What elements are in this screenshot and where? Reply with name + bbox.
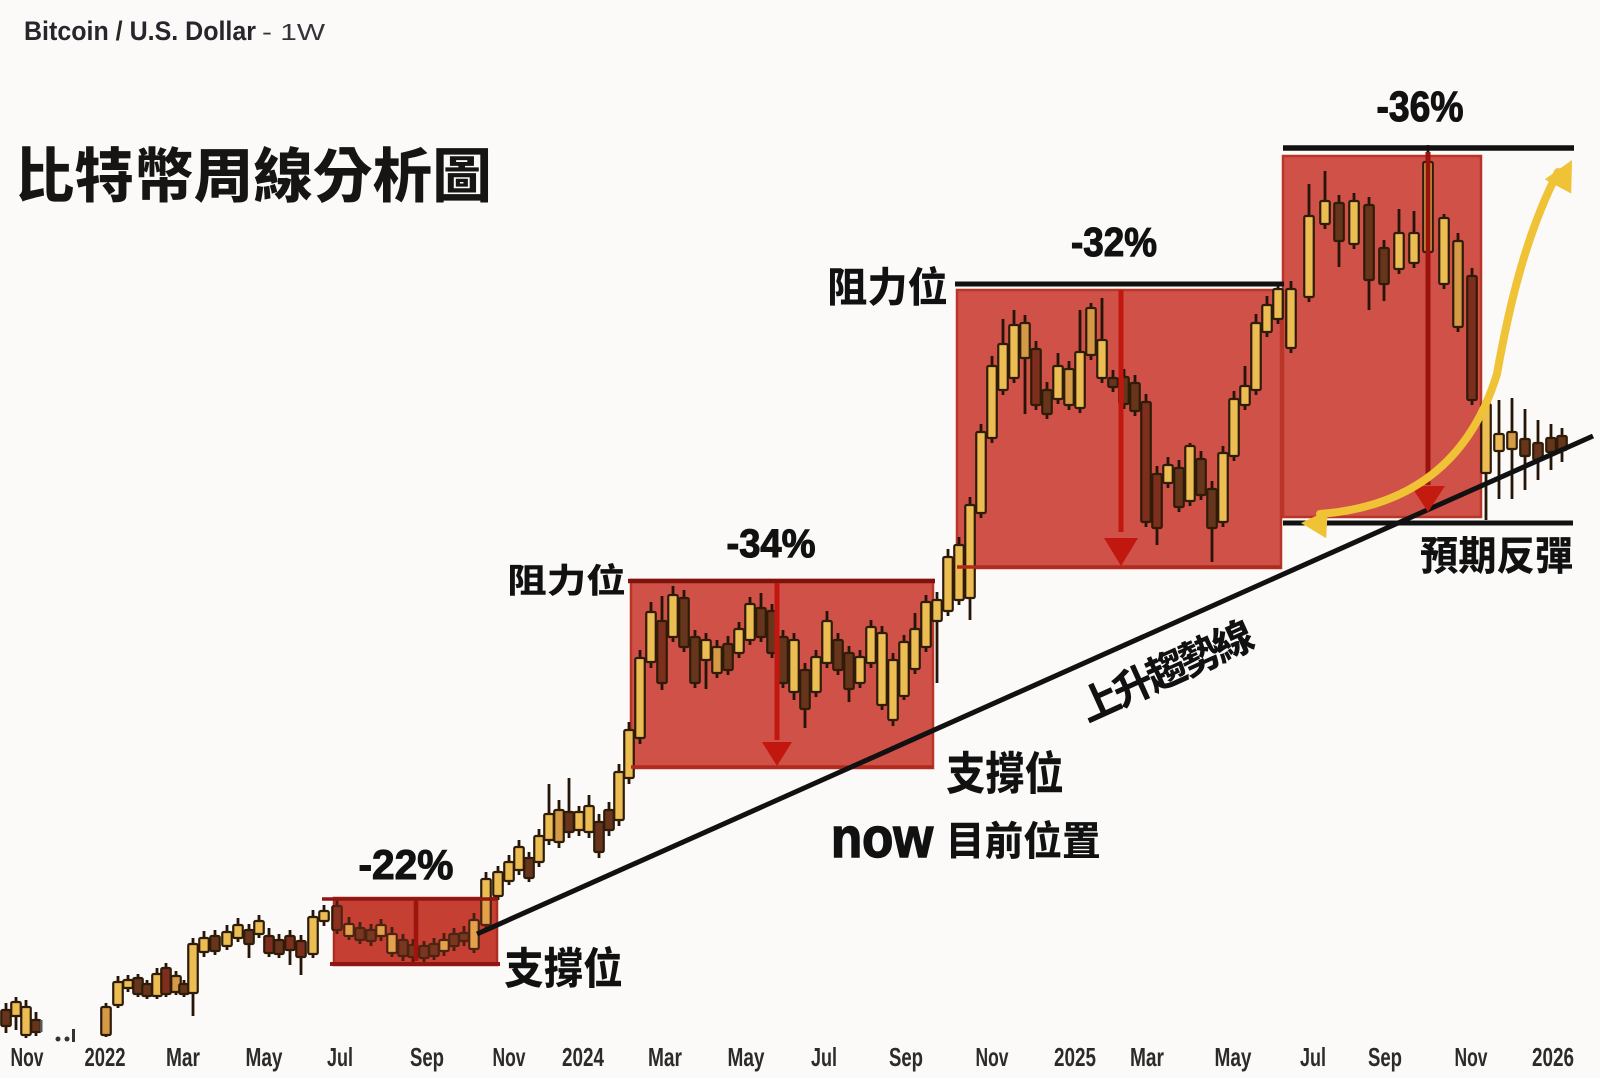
svg-text:Mar: Mar xyxy=(648,1042,682,1072)
svg-text:Sep: Sep xyxy=(889,1042,923,1072)
svg-text:-34%: -34% xyxy=(727,522,816,566)
svg-text:-36%: -36% xyxy=(1377,83,1464,131)
svg-text:- 1W: - 1W xyxy=(262,19,325,45)
svg-text:Mar: Mar xyxy=(1130,1042,1164,1072)
svg-text:-32%: -32% xyxy=(1071,219,1157,265)
svg-text:now: now xyxy=(831,806,934,870)
svg-text:Nov: Nov xyxy=(493,1042,526,1072)
svg-text:Nov: Nov xyxy=(976,1042,1009,1072)
svg-text:Nov: Nov xyxy=(11,1042,44,1072)
svg-text:Bitcoin / U.S. Dollar: Bitcoin / U.S. Dollar xyxy=(24,16,256,46)
svg-text:2026: 2026 xyxy=(1532,1042,1574,1072)
svg-text:2025: 2025 xyxy=(1054,1042,1096,1072)
svg-text:-22%: -22% xyxy=(359,841,454,888)
svg-text:Sep: Sep xyxy=(410,1042,444,1072)
svg-text:2024: 2024 xyxy=(562,1042,604,1072)
svg-text:Sep: Sep xyxy=(1368,1042,1402,1072)
svg-text:2022: 2022 xyxy=(85,1042,126,1072)
svg-text:May: May xyxy=(1215,1042,1252,1072)
svg-text:May: May xyxy=(728,1042,765,1072)
svg-text:Jul: Jul xyxy=(327,1042,353,1072)
svg-text:Mar: Mar xyxy=(166,1042,200,1072)
svg-text:May: May xyxy=(246,1042,283,1072)
svg-text:Nov: Nov xyxy=(1455,1042,1488,1072)
svg-text:Jul: Jul xyxy=(1300,1042,1326,1072)
svg-text:Jul: Jul xyxy=(811,1042,837,1072)
